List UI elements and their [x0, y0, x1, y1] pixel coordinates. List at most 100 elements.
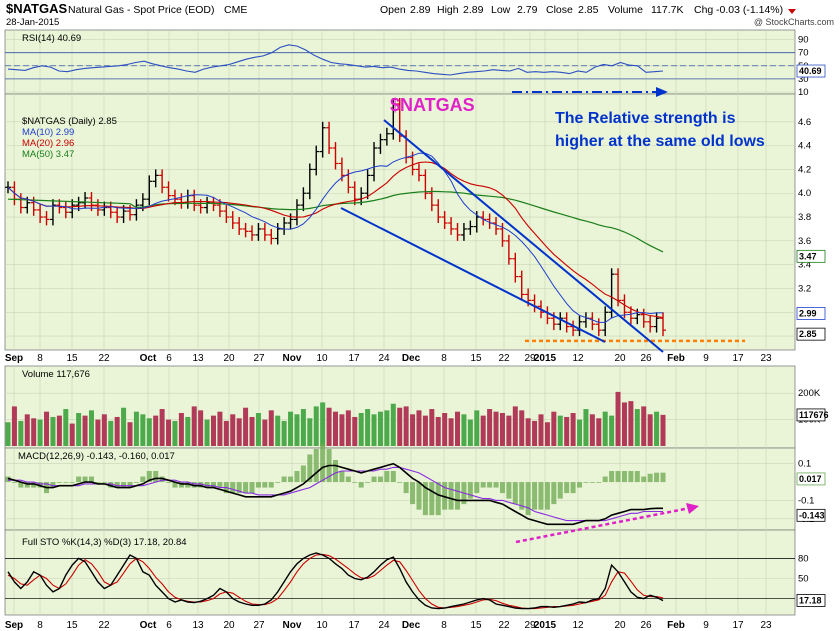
x-tick-label: 27 [253, 620, 265, 631]
macd-histogram-bar [480, 482, 486, 488]
macd-histogram-bar [641, 476, 647, 483]
macd-legend: MACD(12,26,9) -0.143, -0.160, 0.017 [18, 451, 175, 462]
volume-bar [358, 413, 364, 446]
volume-bar [551, 411, 557, 446]
macd-histogram-bar [166, 482, 172, 483]
volume-bar [621, 402, 627, 446]
volume-bar [660, 414, 666, 446]
macd-histogram-bar [268, 482, 274, 488]
volume-bar [320, 402, 326, 446]
macd-histogram-bar [281, 476, 287, 483]
volume-legend: Volume 117,676 [22, 369, 90, 380]
close-last-value-box [796, 327, 826, 341]
volume-bar [487, 409, 493, 446]
volume-bar [281, 420, 287, 446]
rsi-y-tick: 70 [798, 48, 809, 59]
x-tick-label: 20 [223, 353, 235, 364]
macd-histogram-bar [262, 482, 268, 488]
macd-histogram-bar [249, 482, 255, 494]
macd-histogram-bar [255, 482, 261, 488]
rsi-y-tick: 10 [798, 87, 809, 98]
x-tick-label: 13 [192, 620, 204, 631]
volume-y-tick: 200K [798, 388, 821, 399]
x-tick-label: 17 [732, 620, 744, 631]
macd-histogram-bar [416, 482, 422, 510]
macd-histogram-bar [589, 482, 595, 483]
price-legend-symbol: $NATGAS (Daily) 2.85 [22, 116, 117, 127]
rsi-y-tick: 30 [798, 74, 809, 85]
sto-y-tick: 80 [798, 553, 809, 564]
macd-histogram-bar [609, 471, 615, 483]
volume-bar [249, 416, 255, 446]
macd-histogram-bar [108, 482, 114, 488]
volume-bar [185, 416, 191, 446]
macd-histogram-bar [217, 482, 223, 488]
volume-bar [609, 415, 615, 446]
volume-bar [634, 409, 640, 446]
volume-bar [255, 413, 261, 446]
volume-bar [641, 406, 647, 446]
macd-histogram-bar [429, 482, 435, 516]
volume-bar [24, 414, 30, 446]
macd-histogram-bar [95, 482, 101, 483]
volume-bar [493, 411, 499, 446]
volume-bar [538, 414, 544, 446]
x-tick-label: 17 [348, 353, 360, 364]
macd-histogram-bar [660, 472, 666, 483]
rsi-y-tick: 90 [798, 35, 809, 46]
macd-histogram-bar [172, 482, 178, 488]
macd-histogram-bar [525, 482, 531, 516]
macd-histogram-bar [18, 482, 24, 488]
volume-bar [114, 416, 120, 446]
price-y-tick: 3.4 [798, 260, 811, 271]
macd-histogram-bar [544, 482, 550, 510]
volume-bar [326, 407, 332, 446]
volume-bar [140, 414, 146, 446]
volume-bar [313, 406, 319, 446]
macd-hist-last-value-box [796, 472, 826, 486]
macd-histogram-bar [153, 471, 159, 483]
volume-bar [50, 416, 56, 446]
volume-bar [377, 411, 383, 446]
volume-bar [506, 415, 512, 446]
volume-bar [410, 414, 416, 446]
macd-histogram-bar [422, 482, 428, 516]
x-tick-label: Oct [140, 620, 157, 631]
volume-bar [69, 423, 75, 446]
x-tick-label: Oct [140, 353, 157, 364]
volume-bar [268, 410, 274, 446]
symbol-title: $NATGAS [6, 1, 67, 16]
volume-bar [5, 422, 11, 446]
x-tick-label: 9 [703, 353, 709, 364]
volume-bar [172, 420, 178, 446]
macd-histogram-bar [506, 482, 512, 499]
x-tick-label: 17 [348, 620, 360, 631]
macd-histogram-bar [538, 482, 544, 510]
x-tick-label: 2015 [534, 353, 557, 364]
volume-bar [455, 411, 461, 446]
macd-histogram-bar [69, 482, 75, 483]
volume-bar [204, 419, 210, 446]
volume-bar [467, 419, 473, 446]
macd-histogram-bar [5, 476, 11, 483]
volume-bar [544, 422, 550, 446]
x-tick-label: 22 [98, 353, 110, 364]
natgas-annotation: $NATGAS [390, 95, 475, 115]
price-y-tick: 4.0 [798, 188, 811, 199]
sto-k-line [7, 552, 664, 610]
close-label: Close [546, 4, 573, 16]
macd-last-value: -0.143 [799, 510, 825, 520]
upper-trendline [383, 119, 664, 353]
macd-histogram-bar [596, 482, 602, 483]
volume-bar [480, 415, 486, 446]
price-y-tick: 3.2 [798, 283, 811, 294]
ma10-line [7, 152, 663, 323]
symbol-description: Natural Gas - Spot Price (EOD) [68, 4, 214, 16]
macd-histogram-bar [24, 482, 30, 488]
volume-plot [5, 391, 666, 446]
volume-bar [121, 407, 127, 446]
x-tick-label: 8 [37, 353, 43, 364]
stochastic-plot [7, 552, 664, 610]
macd-histogram-bar [146, 471, 152, 483]
volume-bar [236, 418, 242, 446]
